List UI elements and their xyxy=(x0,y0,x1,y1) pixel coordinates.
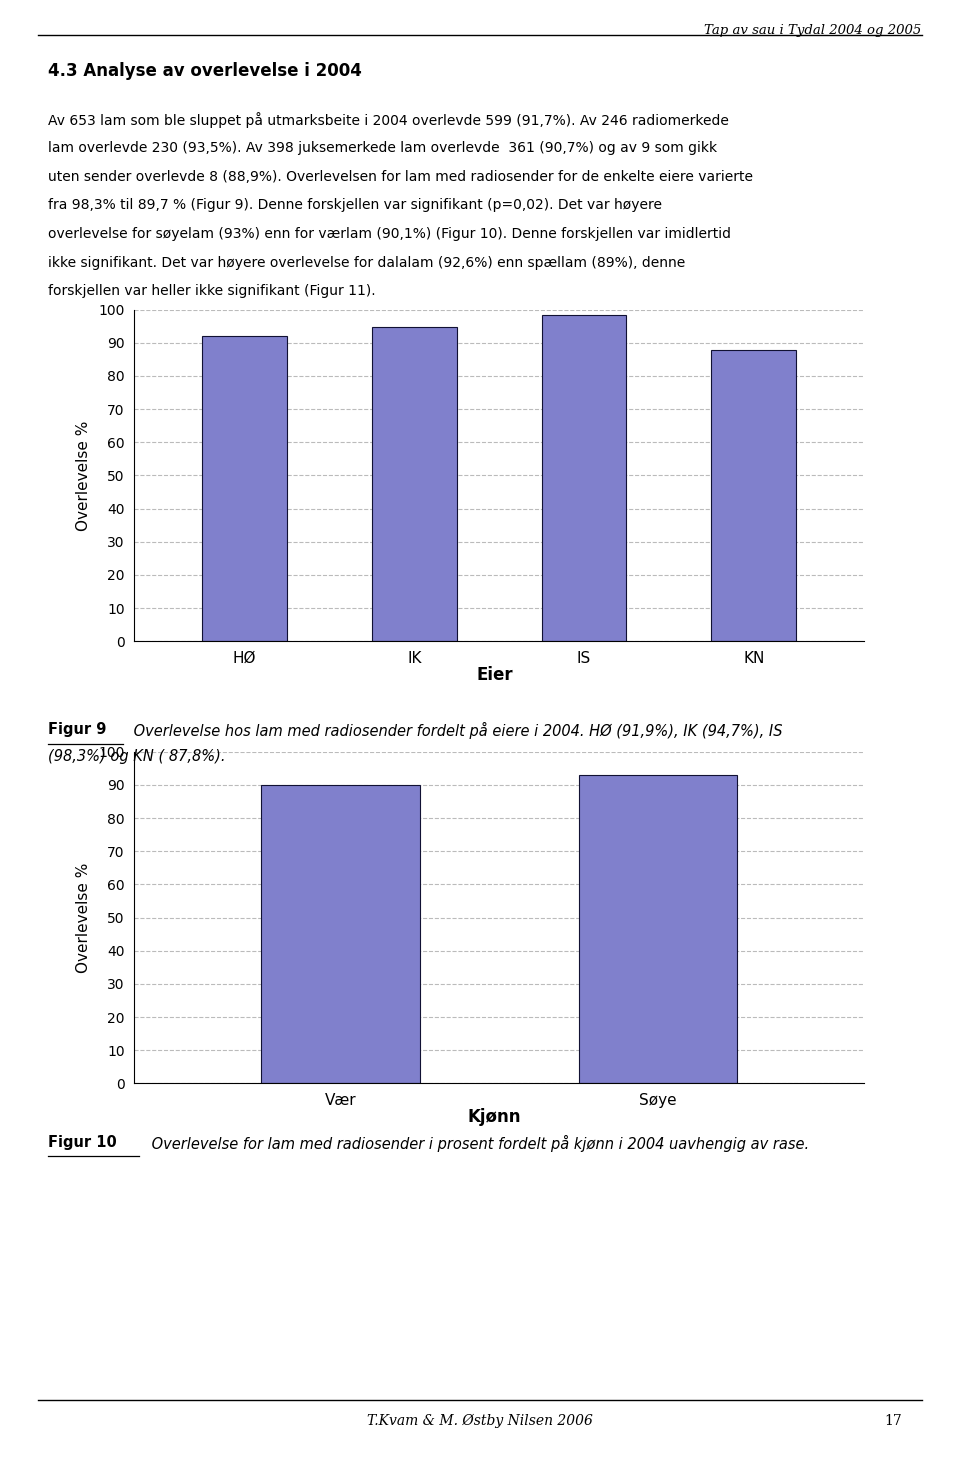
Text: ikke signifikant. Det var høyere overlevelse for dalalam (92,6%) enn spællam (89: ikke signifikant. Det var høyere overlev… xyxy=(48,256,685,270)
Text: Tap av sau i Tydal 2004 og 2005: Tap av sau i Tydal 2004 og 2005 xyxy=(705,25,922,37)
Bar xyxy=(541,315,627,641)
Text: 17: 17 xyxy=(885,1414,902,1427)
Text: Figur 9: Figur 9 xyxy=(48,722,107,737)
Text: lam overlevde 230 (93,5%). Av 398 juksemerkede lam overlevde  361 (90,7%) og av : lam overlevde 230 (93,5%). Av 398 juksem… xyxy=(48,140,717,155)
Text: (98,3%) og KN ( 87,8%).: (98,3%) og KN ( 87,8%). xyxy=(48,749,226,764)
Y-axis label: Overlevelse %: Overlevelse % xyxy=(77,862,91,973)
Text: Av 653 lam som ble sluppet på utmarksbeite i 2004 overlevde 599 (91,7%). Av 246 : Av 653 lam som ble sluppet på utmarksbei… xyxy=(48,112,729,128)
Text: forskjellen var heller ikke signifikant (Figur 11).: forskjellen var heller ikke signifikant … xyxy=(48,284,375,298)
Text: Figur 10: Figur 10 xyxy=(48,1135,117,1150)
Text: Eier: Eier xyxy=(476,666,513,684)
Text: Kjønn: Kjønn xyxy=(468,1108,521,1126)
Text: overlevelse for søyelam (93%) enn for værlam (90,1%) (Figur 10). Denne forskjell: overlevelse for søyelam (93%) enn for væ… xyxy=(48,227,731,240)
Text: fra 98,3% til 89,7 % (Figur 9). Denne forskjellen var signifikant (p=0,02). Det : fra 98,3% til 89,7 % (Figur 9). Denne fo… xyxy=(48,199,662,212)
Bar xyxy=(203,336,287,641)
Bar xyxy=(711,349,796,641)
Bar xyxy=(261,784,420,1083)
Text: Overlevelse hos lam med radiosender fordelt på eiere i 2004. HØ (91,9%), IK (94,: Overlevelse hos lam med radiosender ford… xyxy=(129,722,782,740)
Text: T.Kvam & M. Østby Nilsen 2006: T.Kvam & M. Østby Nilsen 2006 xyxy=(367,1414,593,1428)
Y-axis label: Overlevelse %: Overlevelse % xyxy=(77,420,91,531)
Text: 4.3 Analyse av overlevelse i 2004: 4.3 Analyse av overlevelse i 2004 xyxy=(48,62,362,80)
Text: uten sender overlevde 8 (88,9%). Overlevelsen for lam med radiosender for de enk: uten sender overlevde 8 (88,9%). Overlev… xyxy=(48,170,753,183)
Bar xyxy=(579,775,737,1083)
Text: Overlevelse for lam med radiosender i prosent fordelt på kjønn i 2004 uavhengig : Overlevelse for lam med radiosender i pr… xyxy=(147,1135,809,1153)
Bar xyxy=(372,327,457,641)
